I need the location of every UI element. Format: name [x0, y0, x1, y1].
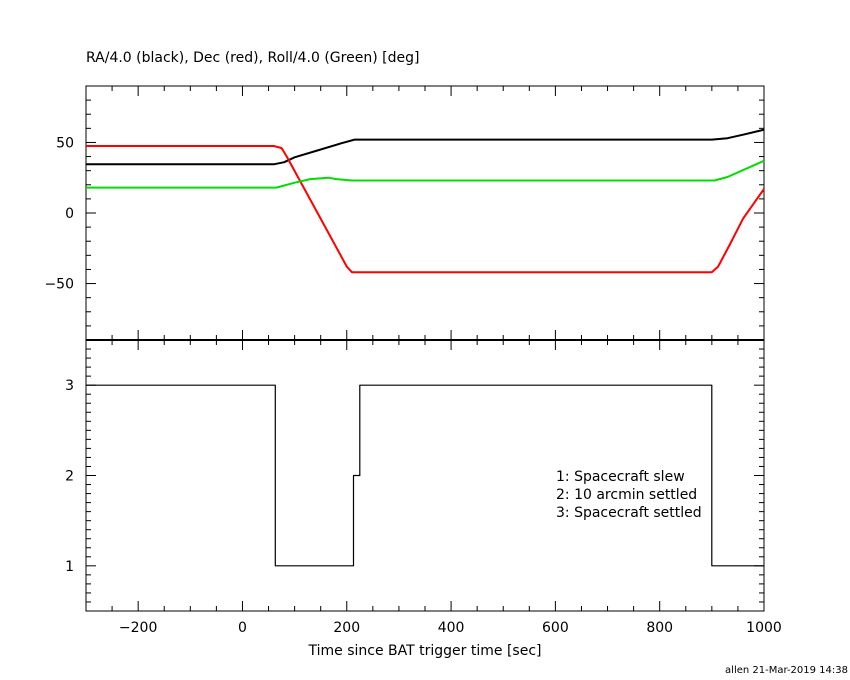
settle-series-0 — [86, 384, 764, 567]
y-tick-label: 50 — [56, 135, 74, 151]
x-tick-label: −200 — [119, 620, 157, 636]
y-tick-label: −50 — [44, 277, 74, 293]
x-tick-label: 800 — [646, 620, 673, 636]
attitude-series-0 — [86, 128, 765, 166]
settle-state-panel: 3 2 1 −200 0 200 400 600 800 1000 — [65, 339, 782, 636]
attitude-series-1 — [86, 145, 765, 274]
x-axis-label: Time since BAT trigger time [sec] — [308, 643, 542, 659]
y-tick-label: 2 — [65, 469, 74, 485]
y-tick-label: 3 — [65, 378, 74, 394]
plot-frame — [85, 85, 765, 341]
legend: 1: Spacecraft slew 2: 10 arcmin settled … — [556, 469, 702, 521]
footer-stamp: allen 21-Mar-2019 14:38 — [725, 665, 848, 676]
legend-item-1: 1: Spacecraft slew — [556, 469, 685, 485]
attitude-series-2 — [86, 159, 765, 189]
x-tick-label: 400 — [438, 620, 465, 636]
y-tick-label: 0 — [65, 206, 74, 222]
x-tick-label: 200 — [333, 620, 360, 636]
x-tick-label: 0 — [238, 620, 247, 636]
chart-title: RA/4.0 (black), Dec (red), Roll/4.0 (Gre… — [86, 50, 419, 66]
legend-item-2: 2: 10 arcmin settled — [556, 487, 697, 503]
legend-item-3: 3: Spacecraft settled — [556, 505, 702, 521]
attitude-panel: 50 0 −50 — [44, 85, 765, 341]
x-tick-label: 600 — [542, 620, 569, 636]
y-tick-label: 1 — [65, 559, 74, 575]
x-tick-label: 1000 — [746, 620, 782, 636]
